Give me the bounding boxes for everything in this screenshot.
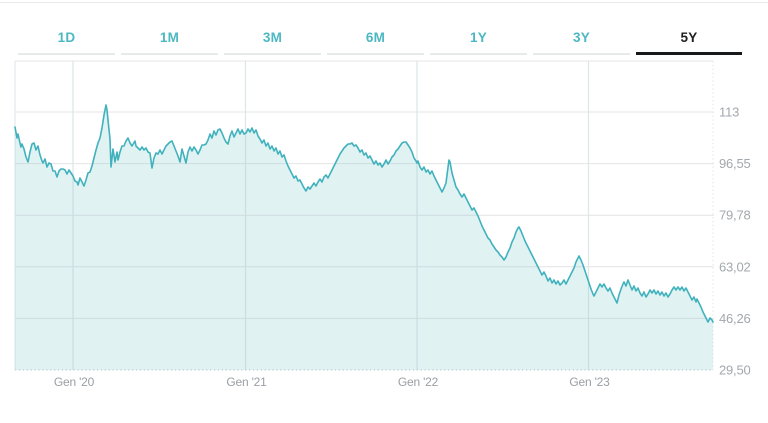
tab-1m[interactable]: 1M: [121, 22, 218, 55]
price-area-fill: [15, 105, 713, 370]
tab-3y[interactable]: 3Y: [533, 22, 630, 55]
x-axis-label: Gen '23: [569, 375, 610, 389]
y-axis-label: 46,26: [719, 311, 751, 326]
tab-1y[interactable]: 1Y: [430, 22, 527, 55]
y-axis-label: 96,55: [719, 156, 751, 171]
y-axis-label: 113: [719, 105, 739, 120]
top-divider: [0, 2, 768, 3]
x-axis-label: Gen '21: [226, 375, 267, 389]
y-axis-label: 29,50: [719, 363, 751, 378]
x-axis-label: Gen '20: [54, 375, 95, 389]
price-line-series: [14, 104, 714, 323]
y-axis-label: 79,78: [719, 208, 751, 223]
tab-6m[interactable]: 6M: [327, 22, 424, 55]
tab-3m[interactable]: 3M: [224, 22, 321, 55]
y-axis-label: 63,02: [719, 259, 751, 274]
x-axis-label: Gen '22: [398, 375, 439, 389]
tab-5y[interactable]: 5Y: [636, 22, 742, 55]
timeframe-tabbar: 1D 1M 3M 6M 1Y 3Y 5Y: [0, 0, 768, 58]
tab-1d[interactable]: 1D: [18, 22, 115, 55]
